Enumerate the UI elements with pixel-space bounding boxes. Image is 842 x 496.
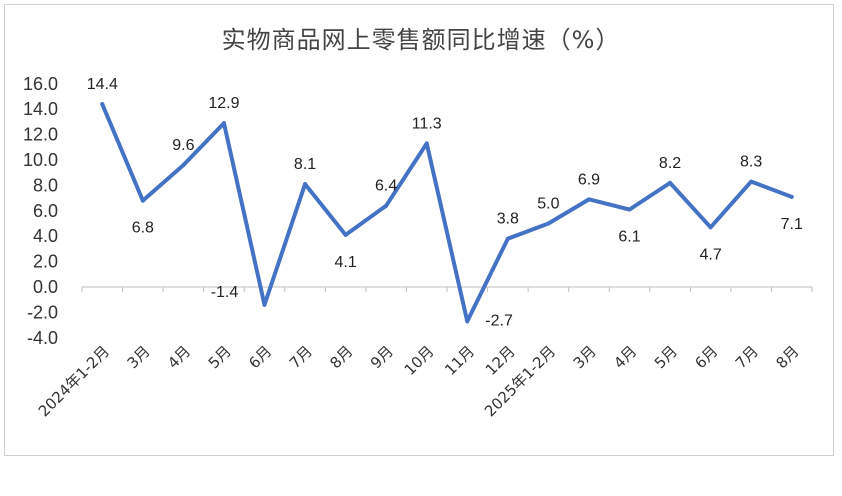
data-point <box>789 194 794 199</box>
x-tick-label: 4月 <box>164 342 194 372</box>
data-label: 6.9 <box>578 171 600 188</box>
data-label: 6.4 <box>375 178 397 195</box>
y-tick-label: 10.0 <box>23 150 58 170</box>
y-tick-label: 0.0 <box>33 277 58 297</box>
y-axis: -4.0 -2.0 0.0 2.0 4.0 6.0 8.0 10.0 12.0 14.0 16.0 <box>23 74 58 348</box>
x-tick-label: 5月 <box>651 342 681 372</box>
data-label: 4.1 <box>334 254 356 271</box>
x-tick-label: 2024年1-2月 <box>35 342 113 420</box>
y-tick-label: 2.0 <box>33 252 58 272</box>
data-label: 3.8 <box>497 211 519 228</box>
data-label: 4.7 <box>699 246 721 263</box>
data-labels: 14.4 6.8 9.6 12.9 -1.4 8.1 4.1 6.4 11.3 -2.7 3.8 5.… <box>87 76 803 329</box>
data-label: 7.1 <box>781 216 803 233</box>
y-tick-label: -2.0 <box>27 302 58 322</box>
data-point <box>749 179 754 184</box>
y-tick-label: -4.0 <box>27 328 58 348</box>
y-tick-label: 14.0 <box>23 99 58 119</box>
data-point <box>221 121 226 126</box>
data-label: 14.4 <box>87 76 118 93</box>
series-line <box>100 102 794 324</box>
x-tick-label: 3月 <box>124 342 154 372</box>
x-tick-label: 7月 <box>732 342 762 372</box>
data-point <box>505 236 510 241</box>
x-tick-label: 5月 <box>205 342 235 372</box>
data-label: 5.0 <box>537 196 559 213</box>
data-label: 6.1 <box>618 229 640 246</box>
y-tick-label: 4.0 <box>33 226 58 246</box>
x-tick-label: 3月 <box>570 342 600 372</box>
data-label: 6.8 <box>132 220 154 237</box>
x-tick-label: 2025年1-2月 <box>481 342 559 420</box>
data-label: 12.9 <box>208 95 239 112</box>
y-tick-label: 12.0 <box>23 125 58 145</box>
data-point <box>303 182 308 187</box>
chart-frame <box>4 4 834 456</box>
data-point <box>586 197 591 202</box>
data-label: -1.4 <box>211 284 239 301</box>
x-tick-label: 4月 <box>610 342 640 372</box>
x-tick-label: 9月 <box>367 342 397 372</box>
x-tick-label: 6月 <box>245 342 275 372</box>
data-label: 8.3 <box>740 154 762 171</box>
data-point <box>343 232 348 237</box>
x-tick-label: 8月 <box>326 342 356 372</box>
y-tick-label: 8.0 <box>33 175 58 195</box>
x-axis: 2024年1-2月 3月 4月 5月 6月 7月 8月 9月 10月 11月 12月2025年1-2… <box>35 286 813 420</box>
x-tick-label: 6月 <box>691 342 721 372</box>
y-tick-label: 16.0 <box>23 74 58 94</box>
data-label: 8.2 <box>659 155 681 172</box>
x-tick-label: 8月 <box>772 342 802 372</box>
data-point <box>140 198 145 203</box>
data-point <box>668 180 673 185</box>
data-point <box>546 221 551 226</box>
x-tick-label: 12月 <box>482 342 519 379</box>
series-polyline <box>100 102 794 324</box>
x-tick-label: 7月 <box>286 342 316 372</box>
data-label: 11.3 <box>412 115 442 132</box>
data-point <box>465 319 470 324</box>
data-point <box>262 302 267 307</box>
data-label: 9.6 <box>172 137 194 154</box>
data-point <box>424 141 429 146</box>
chart-title: 实物商品网上零售额同比增速（%） <box>221 26 621 54</box>
data-label: -2.7 <box>485 312 513 329</box>
data-label: 8.1 <box>294 156 316 173</box>
y-tick-label: 6.0 <box>33 201 58 221</box>
data-point <box>384 203 389 208</box>
data-point <box>100 102 105 107</box>
data-point <box>181 163 186 168</box>
x-tick-label: 10月 <box>401 342 438 379</box>
data-point <box>708 225 713 230</box>
x-tick-label: 11月 <box>441 342 478 379</box>
data-point <box>627 207 632 212</box>
